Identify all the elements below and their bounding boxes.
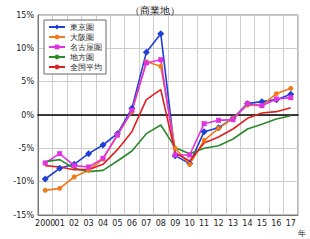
svg-text:02: 02 [69,219,79,228]
svg-text:-5%: -5% [18,144,34,153]
svg-text:年: 年 [298,229,306,238]
svg-text:03: 03 [83,219,93,228]
svg-text:17: 17 [286,219,296,228]
svg-text:-10%: -10% [13,177,34,186]
svg-text:（商業地）: （商業地） [130,5,180,16]
svg-text:06: 06 [127,219,137,228]
svg-text:5%: 5% [21,77,34,86]
svg-text:15%: 15% [16,11,34,20]
svg-text:10: 10 [185,219,195,228]
svg-text:10%: 10% [16,44,34,53]
svg-text:東京圏: 東京圏 [70,23,94,32]
svg-text:16: 16 [271,219,281,228]
svg-text:04: 04 [98,219,108,228]
svg-text:01: 01 [55,219,65,228]
svg-text:08: 08 [156,219,166,228]
svg-text:-15%: -15% [13,211,34,220]
svg-text:09: 09 [170,219,180,228]
svg-text:12: 12 [213,219,223,228]
svg-text:13: 13 [228,219,238,228]
svg-text:14: 14 [242,219,252,228]
svg-text:0%: 0% [21,111,34,120]
svg-text:全国平均: 全国平均 [70,63,102,72]
svg-text:地方圏: 地方圏 [69,53,94,62]
svg-text:2000: 2000 [35,219,55,228]
svg-text:15: 15 [257,219,267,228]
svg-text:名古屋圏: 名古屋圏 [70,43,102,52]
svg-text:11: 11 [199,219,209,228]
svg-text:大阪圏: 大阪圏 [70,33,94,42]
svg-text:05: 05 [112,219,122,228]
svg-text:07: 07 [141,219,151,228]
